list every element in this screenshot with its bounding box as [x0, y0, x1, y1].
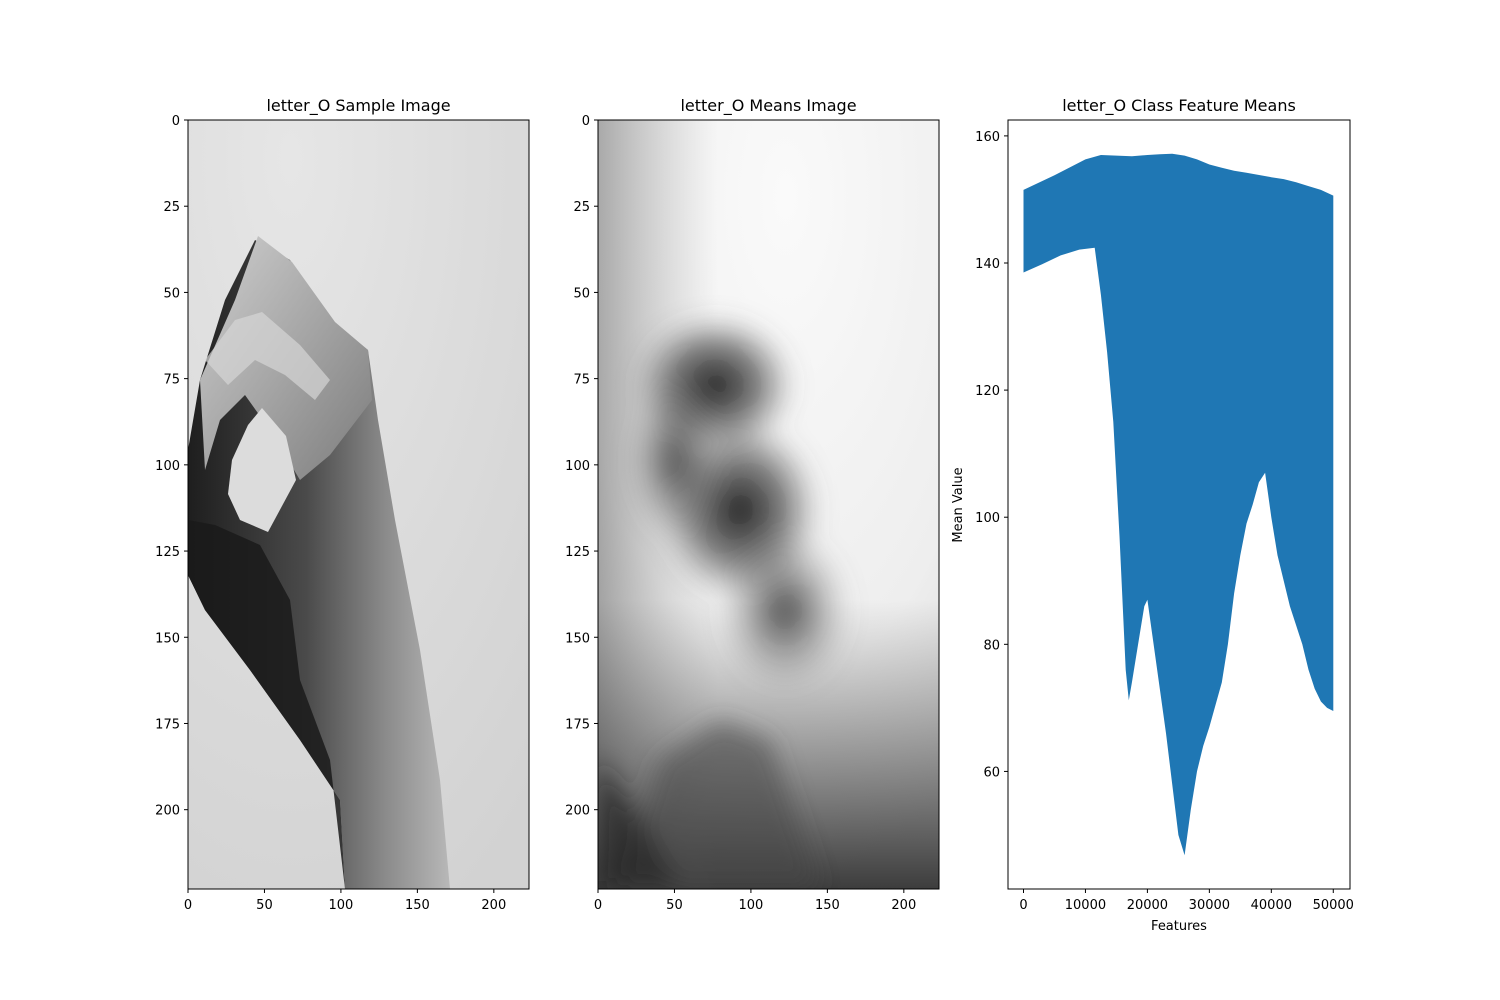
feature-means-title: letter_O Class Feature Means — [1062, 96, 1296, 116]
x-tick-label: 150 — [405, 898, 430, 913]
x-tick-label: 30000 — [1189, 898, 1230, 913]
y-tick-label: 75 — [573, 373, 590, 388]
x-tick-label: 100 — [739, 898, 764, 913]
y-tick-label: 200 — [155, 804, 180, 819]
sample-image-title: letter_O Sample Image — [266, 96, 450, 116]
sample-image-panel: letter_O Sample Image 0 50 100 150 200 0 25 50 7… — [155, 96, 530, 913]
y-tick-label: 100 — [565, 459, 590, 474]
x-axis-label: Features — [1151, 919, 1207, 934]
y-tick-label: 160 — [975, 130, 1000, 145]
x-tick-label: 40000 — [1251, 898, 1292, 913]
sample-hand-image — [188, 120, 529, 889]
y-tick-label: 175 — [565, 717, 590, 732]
x-tick-label: 50 — [256, 898, 273, 913]
y-tick-label: 175 — [155, 717, 180, 732]
y-tick-label: 0 — [172, 114, 180, 129]
y-tick-label: 200 — [565, 804, 590, 819]
y-tick-label: 80 — [983, 638, 1000, 653]
y-tick-label: 50 — [163, 286, 180, 301]
feature-means-panel: letter_O Class Feature Means 0 10000 20000… — [951, 96, 1354, 934]
y-tick-label: 150 — [155, 631, 180, 646]
x-tick-label: 200 — [891, 898, 916, 913]
y-tick-label: 125 — [155, 545, 180, 560]
means-blur-image — [598, 120, 939, 889]
x-tick-label: 0 — [594, 898, 602, 913]
y-tick-label: 120 — [975, 384, 1000, 399]
x-tick-label: 150 — [815, 898, 840, 913]
means-image-panel: letter_O Means Image 0 50 100 150 200 0 25 50 75… — [565, 96, 940, 913]
y-tick-label: 100 — [975, 511, 1000, 526]
y-tick-label: 125 — [565, 545, 590, 560]
x-tick-label: 10000 — [1065, 898, 1106, 913]
x-tick-label: 0 — [184, 898, 192, 913]
y-tick-label: 50 — [573, 286, 590, 301]
x-tick-label: 0 — [1019, 898, 1027, 913]
y-axis-label: Mean Value — [951, 467, 966, 542]
x-tick-label: 50000 — [1313, 898, 1354, 913]
x-tick-label: 20000 — [1127, 898, 1168, 913]
feature-means-area — [1023, 153, 1334, 856]
x-tick-label: 50 — [666, 898, 683, 913]
y-tick-label: 100 — [155, 459, 180, 474]
y-tick-label: 140 — [975, 257, 1000, 272]
y-tick-label: 25 — [163, 200, 180, 215]
x-tick-label: 100 — [329, 898, 354, 913]
y-tick-label: 60 — [983, 765, 1000, 780]
means-image-title: letter_O Means Image — [680, 96, 856, 116]
y-tick-label: 150 — [565, 631, 590, 646]
y-tick-label: 0 — [582, 114, 590, 129]
y-tick-label: 75 — [163, 373, 180, 388]
y-tick-label: 25 — [573, 200, 590, 215]
x-tick-label: 200 — [481, 898, 506, 913]
